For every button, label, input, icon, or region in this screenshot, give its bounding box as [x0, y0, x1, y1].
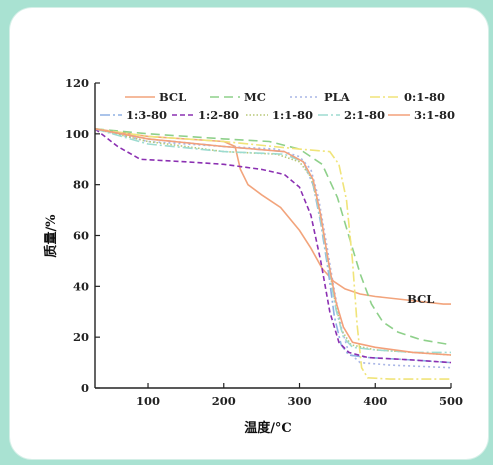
y-tick-label: 100 — [65, 127, 89, 141]
legend-label: BCL — [159, 90, 186, 104]
x-ticks: 100 200 300 400 500 — [136, 383, 463, 408]
y-tick-label: 80 — [73, 178, 89, 192]
legend-label: 1:1-80 — [272, 108, 313, 122]
series-line-3-1-80 — [95, 129, 451, 355]
series-line-1-3-80 — [95, 129, 451, 363]
x-tick-label: 300 — [288, 394, 312, 408]
series-line-1-2-80 — [95, 129, 451, 363]
legend-label: 1:3-80 — [126, 108, 167, 122]
legend-label: MC — [244, 90, 266, 104]
x-tick-label: 100 — [136, 394, 160, 408]
series-lines — [95, 129, 451, 379]
series-line-2-1-80 — [95, 129, 451, 353]
y-tick-label: 120 — [65, 76, 89, 90]
y-tick-label: 20 — [73, 330, 89, 344]
legend-label: 0:1-80 — [404, 90, 445, 104]
legend-label: 3:1-80 — [414, 108, 455, 122]
x-tick-label: 400 — [363, 394, 387, 408]
legend-label: 2:1-80 — [344, 108, 385, 122]
y-tick-label: 40 — [73, 279, 89, 293]
series-line-0-1-80 — [95, 129, 451, 379]
legend-label: PLA — [324, 90, 351, 104]
x-axis-title: 温度/°C — [244, 420, 292, 436]
series-line-1-1-80 — [95, 129, 451, 355]
series-line-bcl — [95, 129, 451, 304]
y-tick-label: 60 — [73, 229, 89, 243]
legend: BCL MC PLA 0:1-80 1:3-80 1:2-80 1:1-80 2:1-80 3:… — [100, 90, 455, 122]
legend-label: 1:2-80 — [198, 108, 239, 122]
axes — [95, 83, 451, 388]
bcl-annotation: BCL — [407, 292, 434, 306]
x-tick-label: 200 — [212, 394, 236, 408]
series-line-mc — [95, 129, 451, 345]
y-axis-title: 质量/% — [43, 214, 59, 258]
y-tick-label: 0 — [81, 381, 89, 395]
x-tick-label: 500 — [439, 394, 463, 408]
